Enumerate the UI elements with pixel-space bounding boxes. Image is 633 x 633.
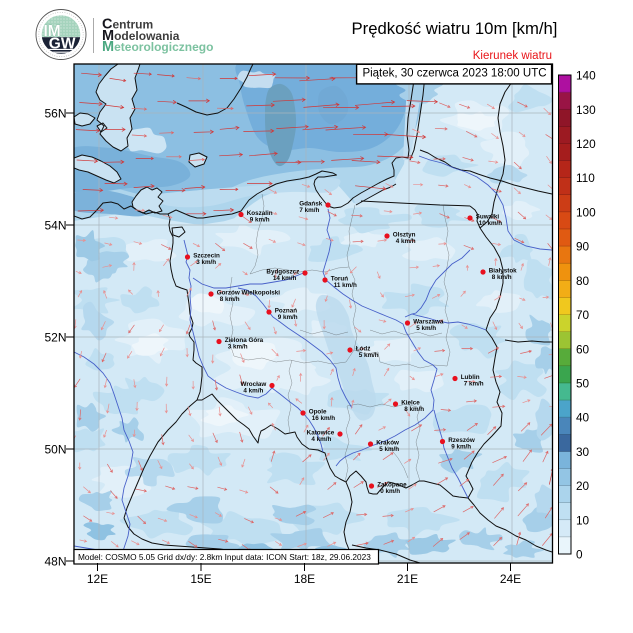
svg-text:Łódź: Łódź <box>356 346 371 353</box>
svg-text:Koszalin: Koszalin <box>247 210 273 217</box>
svg-text:4 km/h: 4 km/h <box>311 436 331 443</box>
svg-text:50N: 50N <box>44 442 66 456</box>
svg-text:50: 50 <box>576 377 590 391</box>
svg-text:8 km/h: 8 km/h <box>220 296 240 303</box>
svg-text:10: 10 <box>576 513 590 527</box>
svg-text:5 km/h: 5 km/h <box>359 352 379 359</box>
svg-text:8 km/h: 8 km/h <box>404 406 424 413</box>
svg-text:IM: IM <box>44 23 61 40</box>
svg-text:120: 120 <box>576 137 596 151</box>
svg-text:Białystok: Białystok <box>489 268 517 275</box>
svg-text:140: 140 <box>576 69 596 83</box>
svg-text:48N: 48N <box>44 554 66 568</box>
svg-text:Modelowania: Modelowania <box>102 28 180 44</box>
svg-text:130: 130 <box>576 103 596 117</box>
svg-text:Toruń: Toruń <box>331 276 349 283</box>
svg-text:Prędkość wiatru 10m [km/h]: Prędkość wiatru 10m [km/h] <box>352 19 558 38</box>
svg-text:Piątek, 30 czerwca 2023 18:00: Piątek, 30 czerwca 2023 18:00 UTC <box>362 68 546 80</box>
svg-text:Olsztyn: Olsztyn <box>393 232 416 239</box>
svg-text:9 km/h: 9 km/h <box>250 217 270 224</box>
svg-text:11 km/h: 11 km/h <box>334 282 357 289</box>
svg-text:4 km/h: 4 km/h <box>396 238 416 245</box>
svg-text:80: 80 <box>576 274 590 288</box>
svg-text:24E: 24E <box>500 572 521 586</box>
svg-text:14 km/h: 14 km/h <box>273 275 297 282</box>
svg-text:Bydgoszcz: Bydgoszcz <box>266 269 299 276</box>
svg-text:56N: 56N <box>44 106 66 120</box>
svg-text:15E: 15E <box>190 572 211 586</box>
svg-text:Suwałki: Suwałki <box>476 214 500 221</box>
svg-text:5 km/h: 5 km/h <box>416 325 436 332</box>
svg-text:40: 40 <box>576 411 590 425</box>
svg-text:Warszawa: Warszawa <box>413 319 444 326</box>
svg-text:3 km/h: 3 km/h <box>228 344 248 351</box>
svg-text:3 km/h: 3 km/h <box>196 259 216 266</box>
svg-text:Lublin: Lublin <box>461 374 480 381</box>
svg-text:Zakopane: Zakopane <box>377 482 407 489</box>
svg-text:7 km/h: 7 km/h <box>464 381 484 388</box>
svg-text:Zielona Góra: Zielona Góra <box>225 337 264 344</box>
svg-text:9 km/h: 9 km/h <box>451 444 471 451</box>
svg-text:20: 20 <box>576 479 590 493</box>
svg-text:Meteorologicznego: Meteorologicznego <box>102 39 213 55</box>
svg-text:110: 110 <box>576 171 595 185</box>
svg-text:30: 30 <box>576 445 590 459</box>
svg-text:10 km/h: 10 km/h <box>479 220 503 227</box>
svg-text:54N: 54N <box>44 218 66 232</box>
svg-text:7 km/h: 7 km/h <box>299 207 319 214</box>
svg-text:70: 70 <box>576 308 590 322</box>
svg-text:Poznań: Poznań <box>275 308 298 315</box>
svg-text:52N: 52N <box>44 330 66 344</box>
svg-text:4 km/h: 4 km/h <box>243 388 263 395</box>
svg-text:Rzeszów: Rzeszów <box>448 437 475 444</box>
svg-text:Centrum: Centrum <box>102 17 153 33</box>
svg-text:GW: GW <box>49 36 76 53</box>
svg-text:Katowice: Katowice <box>307 430 335 437</box>
svg-text:Szczecin: Szczecin <box>193 253 220 260</box>
svg-text:100: 100 <box>576 205 596 219</box>
svg-text:5 km/h: 5 km/h <box>379 446 399 453</box>
svg-text:Kielce: Kielce <box>401 400 420 407</box>
svg-text:Kraków: Kraków <box>376 440 399 447</box>
svg-text:12E: 12E <box>87 572 108 586</box>
svg-text:0 km/h: 0 km/h <box>380 488 400 495</box>
svg-text:60: 60 <box>576 342 590 356</box>
svg-text:Gdańsk: Gdańsk <box>299 201 323 208</box>
svg-text:Model: COSMO 5.05 Grid dx/dy:: Model: COSMO 5.05 Grid dx/dy: 2.8km Inpu… <box>78 552 371 562</box>
svg-text:Kierunek wiatru: Kierunek wiatru <box>473 50 552 62</box>
svg-text:0: 0 <box>576 548 583 562</box>
svg-text:Gorzów Wielkopolski: Gorzów Wielkopolski <box>217 290 281 297</box>
svg-text:16 km/h: 16 km/h <box>312 415 336 422</box>
svg-text:21E: 21E <box>397 572 418 586</box>
svg-text:18E: 18E <box>294 572 315 586</box>
svg-text:Opole: Opole <box>309 409 327 416</box>
svg-text:9 km/h: 9 km/h <box>278 314 298 321</box>
svg-text:8 km/h: 8 km/h <box>492 274 512 281</box>
svg-text:Wrocław: Wrocław <box>241 381 267 388</box>
svg-text:90: 90 <box>576 240 590 254</box>
